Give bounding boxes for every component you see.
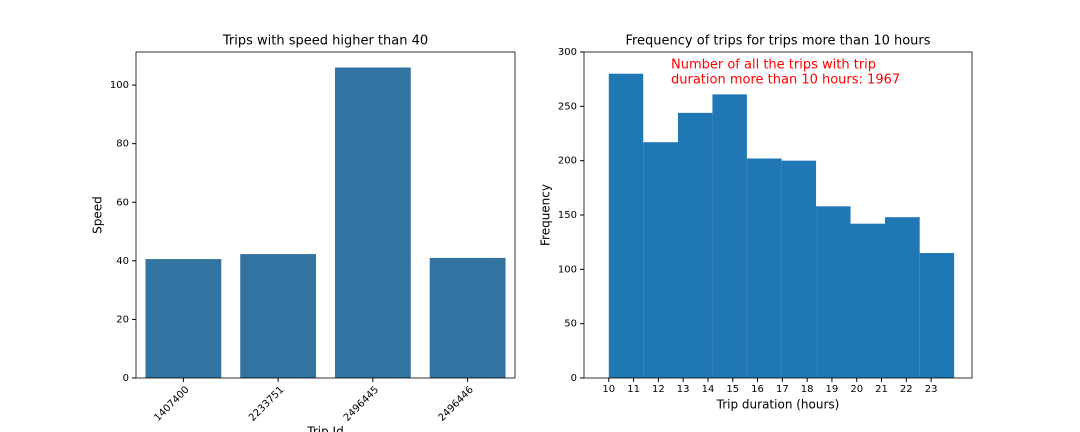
x-tick-label: 22 <box>900 384 913 395</box>
y-tick-label: 250 <box>558 101 577 112</box>
x-tick-label: 16 <box>751 384 764 395</box>
histogram-bar <box>746 158 782 378</box>
x-tick-label: 11 <box>627 384 640 395</box>
y-tick-label: 80 <box>116 139 129 150</box>
y-tick-label: 0 <box>571 373 577 384</box>
x-tick-label: 21 <box>875 384 888 395</box>
x-tick-label: 1407400 <box>152 384 191 423</box>
histogram-bar <box>884 217 920 378</box>
x-tick-label: 17 <box>776 384 789 395</box>
histogram-bar <box>781 160 817 378</box>
histogram-bar <box>850 223 885 378</box>
y-tick-label: 50 <box>564 319 577 330</box>
x-tick-label: 14 <box>702 384 715 395</box>
x-tick-label: 13 <box>677 384 690 395</box>
annotation: Number of all the trips with trip <box>671 58 876 73</box>
x-tick-label: 19 <box>826 384 839 395</box>
chart-title: Trips with speed higher than 40 <box>222 34 428 49</box>
y-tick-label: 40 <box>116 256 129 267</box>
x-tick-label: 10 <box>602 384 615 395</box>
y-tick-label: 150 <box>558 210 577 221</box>
axes-frame <box>583 51 973 379</box>
x-tick-label: 20 <box>850 384 863 395</box>
histogram-bar <box>919 253 955 378</box>
y-tick-label: 200 <box>558 156 577 167</box>
y-axis-label: Speed <box>91 196 105 234</box>
chart-title: Frequency of trips for trips more than 1… <box>625 34 930 49</box>
histogram-bar <box>677 112 713 378</box>
x-tick-label: 18 <box>801 384 814 395</box>
y-tick-label: 300 <box>558 47 577 58</box>
y-tick-label: 20 <box>116 314 129 325</box>
x-tick-label: 2496446 <box>437 384 476 423</box>
histogram-bar <box>643 142 678 378</box>
bar <box>429 257 506 378</box>
y-tick-label: 100 <box>110 80 129 91</box>
y-tick-label: 100 <box>558 264 577 275</box>
bar <box>240 254 317 378</box>
bar <box>145 259 222 378</box>
histogram-bar <box>608 73 644 378</box>
histogram-bar <box>712 94 747 378</box>
x-tick-label: 2496445 <box>342 384 381 423</box>
x-axis-label: Trip Id <box>306 425 343 432</box>
x-tick-label: 12 <box>652 384 665 395</box>
bar <box>334 67 411 379</box>
x-tick-label: 23 <box>925 384 938 395</box>
x-axis-label: Trip duration (hours) <box>716 398 840 412</box>
y-axis-label: Frequency <box>539 184 553 246</box>
y-tick-label: 0 <box>123 373 129 384</box>
x-tick-label: 2233751 <box>247 384 286 423</box>
annotation: duration more than 10 hours: 1967 <box>671 73 900 88</box>
x-tick-label: 15 <box>726 384 739 395</box>
histogram-bar <box>816 206 851 378</box>
y-tick-label: 60 <box>116 197 129 208</box>
axes-frame <box>135 51 516 379</box>
